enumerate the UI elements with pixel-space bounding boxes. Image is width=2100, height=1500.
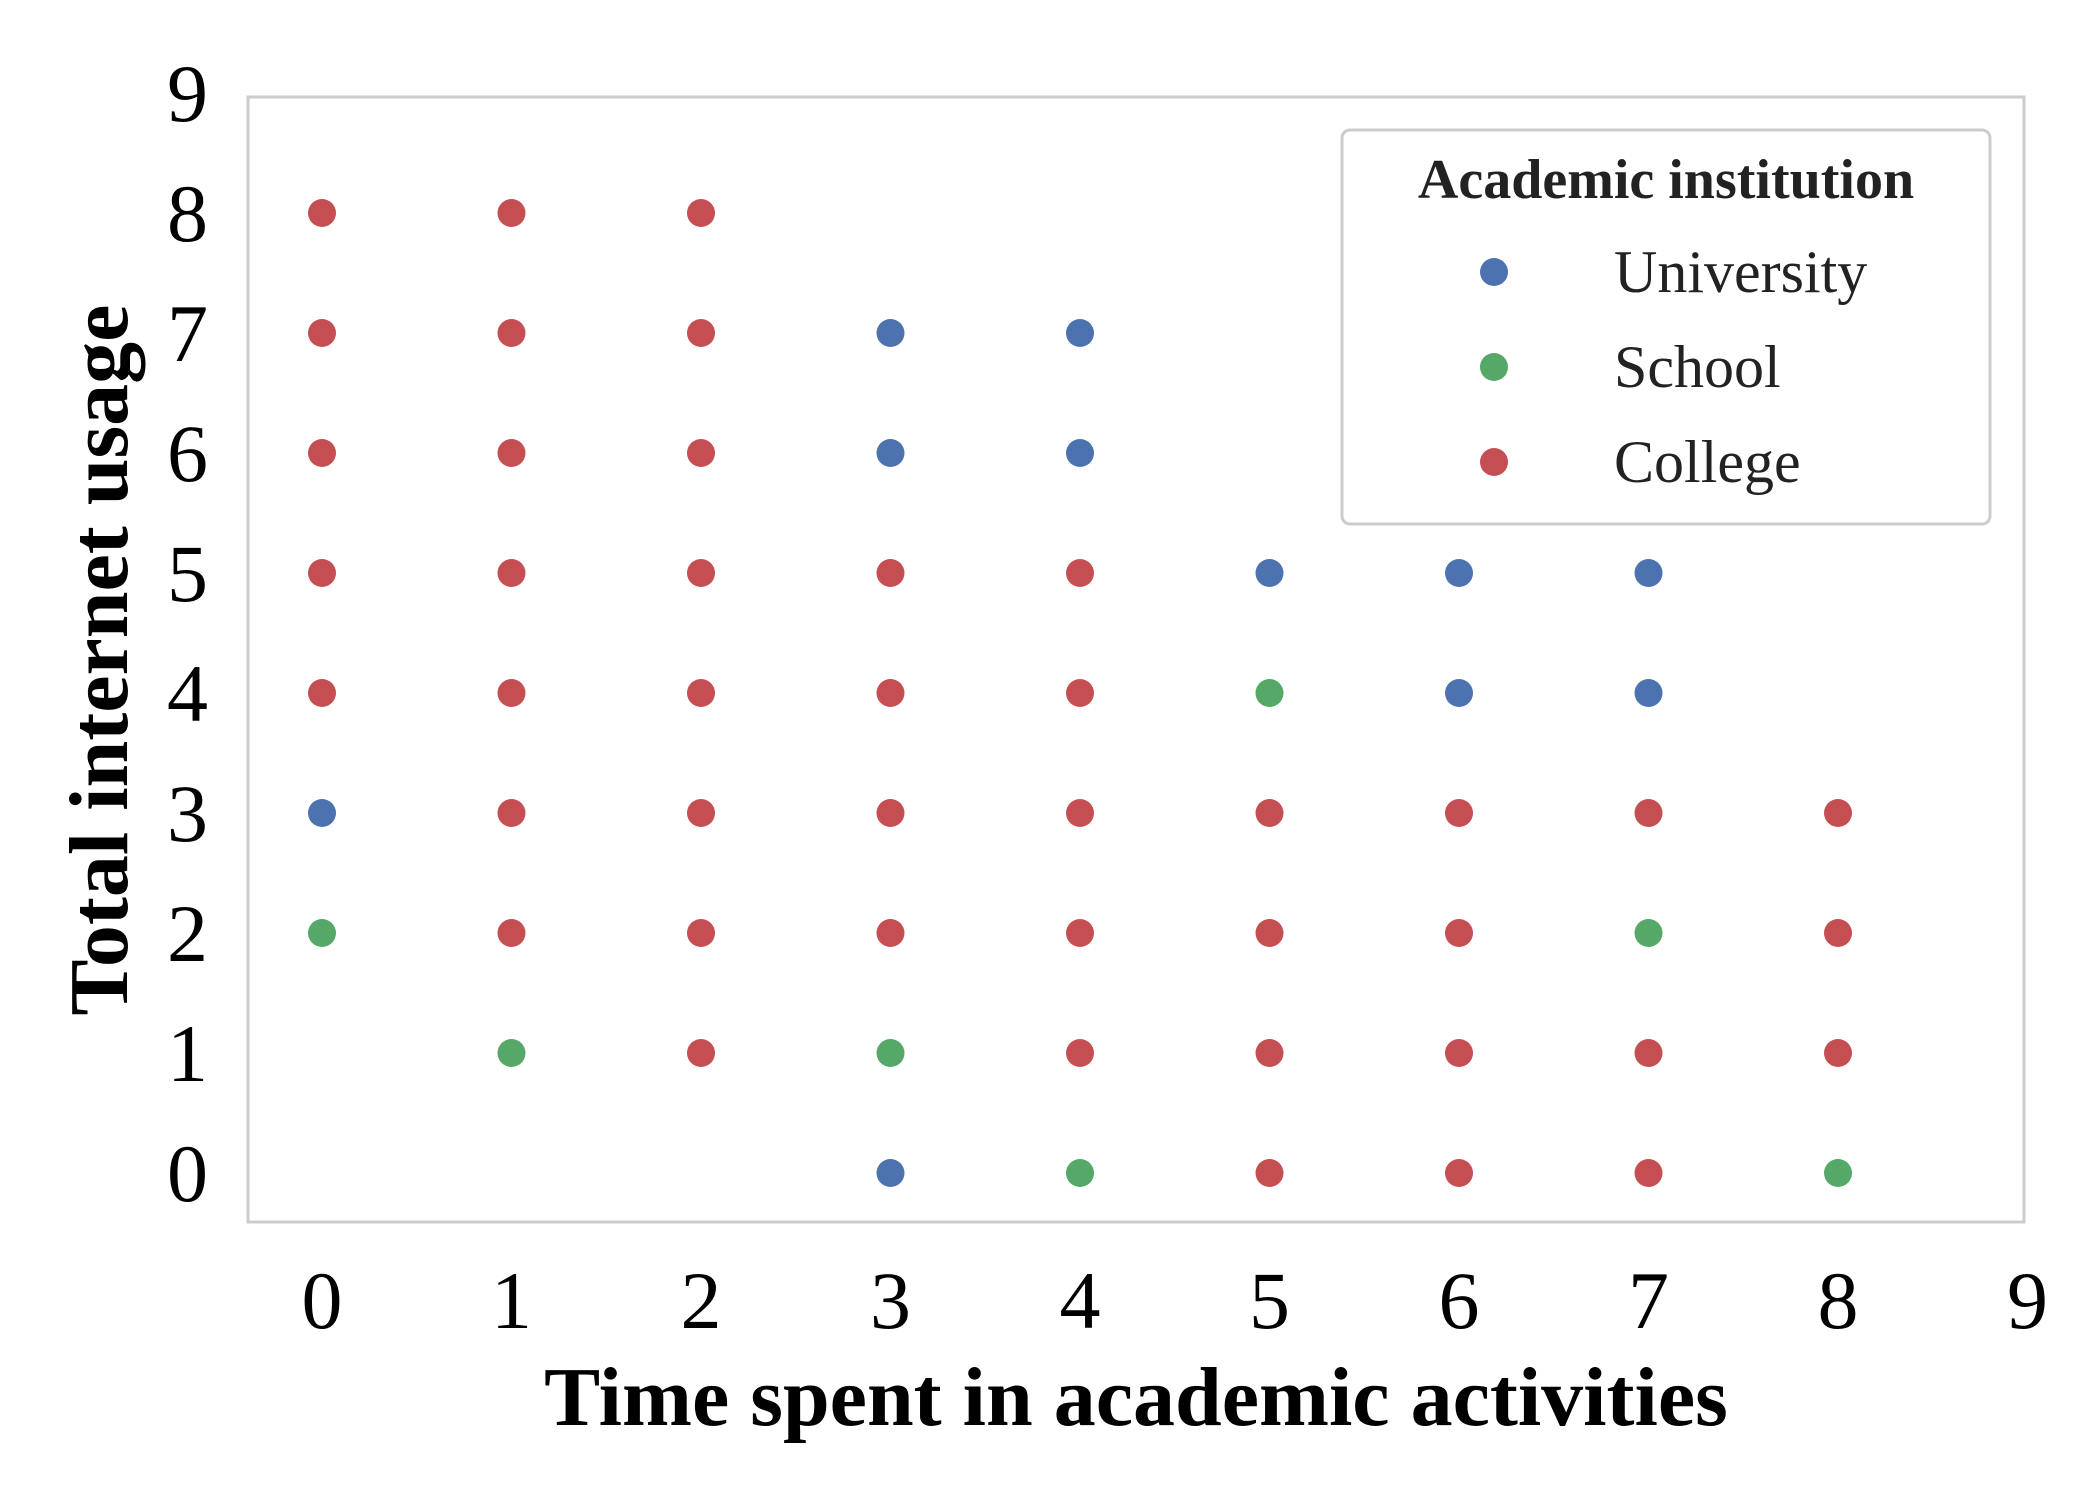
point-school bbox=[308, 919, 336, 947]
point-college bbox=[876, 679, 905, 707]
y-tick-label: 3 bbox=[167, 768, 208, 859]
x-tick-labels: 0 1 2 3 4 5 6 7 8 9 bbox=[302, 1255, 2049, 1346]
x-tick-label: 7 bbox=[1628, 1255, 1669, 1346]
x-tick-label: 3 bbox=[870, 1255, 911, 1346]
point-college bbox=[497, 199, 526, 227]
y-tick-label: 1 bbox=[167, 1008, 208, 1099]
legend-label-school: School bbox=[1614, 334, 1781, 400]
point-college bbox=[308, 319, 336, 347]
point-college bbox=[497, 559, 526, 587]
y-tick-label: 0 bbox=[167, 1128, 208, 1219]
point-college bbox=[876, 559, 905, 587]
point-college bbox=[1634, 1039, 1663, 1067]
x-tick-label: 2 bbox=[681, 1255, 722, 1346]
point-college bbox=[1066, 919, 1094, 947]
point-college bbox=[1824, 919, 1852, 947]
point-college bbox=[687, 199, 715, 227]
point-university bbox=[1445, 559, 1473, 587]
x-tick-label: 9 bbox=[2007, 1255, 2048, 1346]
point-college bbox=[1255, 1159, 1284, 1187]
legend-label-college: College bbox=[1614, 429, 1801, 495]
point-college bbox=[1824, 799, 1852, 827]
point-college bbox=[687, 679, 715, 707]
point-college bbox=[1634, 799, 1663, 827]
point-college bbox=[497, 799, 526, 827]
point-college bbox=[1066, 1039, 1094, 1067]
x-tick-label: 0 bbox=[302, 1255, 343, 1346]
legend-title: Academic institution bbox=[1418, 149, 1914, 211]
point-college bbox=[497, 919, 526, 947]
point-college bbox=[1824, 1039, 1852, 1067]
point-college bbox=[1255, 799, 1284, 827]
point-college bbox=[1445, 799, 1473, 827]
point-college bbox=[1066, 799, 1094, 827]
legend-marker-university bbox=[1480, 258, 1508, 286]
point-college bbox=[876, 919, 905, 947]
point-college bbox=[1066, 559, 1094, 587]
y-tick-label: 5 bbox=[167, 528, 208, 619]
point-college bbox=[1066, 679, 1094, 707]
point-university bbox=[876, 1159, 905, 1187]
legend-marker-school bbox=[1480, 353, 1508, 381]
legend-label-university: University bbox=[1614, 239, 1867, 305]
point-college bbox=[497, 439, 526, 467]
point-university bbox=[1255, 559, 1284, 587]
legend-box bbox=[1340, 128, 1992, 526]
point-college bbox=[1445, 1039, 1473, 1067]
point-college bbox=[308, 439, 336, 467]
x-tick-label: 8 bbox=[1818, 1255, 1859, 1346]
point-college bbox=[308, 559, 336, 587]
point-college bbox=[1255, 919, 1284, 947]
y-tick-label: 6 bbox=[167, 408, 208, 499]
point-college bbox=[687, 559, 715, 587]
point-college bbox=[687, 799, 715, 827]
point-college bbox=[687, 439, 715, 467]
y-tick-label: 4 bbox=[167, 648, 208, 739]
x-tick-label: 6 bbox=[1439, 1255, 1480, 1346]
point-university bbox=[876, 319, 905, 347]
point-school bbox=[1066, 1159, 1094, 1187]
point-university bbox=[1634, 559, 1663, 587]
legend-marker-college bbox=[1480, 448, 1508, 476]
y-tick-label: 8 bbox=[167, 168, 208, 259]
point-university bbox=[1066, 439, 1094, 467]
point-college bbox=[308, 199, 336, 227]
data-points bbox=[308, 199, 1852, 1187]
point-college bbox=[876, 799, 905, 827]
point-university bbox=[1634, 679, 1663, 707]
point-school bbox=[1255, 679, 1284, 707]
x-axis-label: Time spent in academic activities bbox=[544, 1351, 1728, 1444]
point-college bbox=[1255, 1039, 1284, 1067]
point-university bbox=[1066, 319, 1094, 347]
point-college bbox=[687, 319, 715, 347]
point-university bbox=[876, 439, 905, 467]
y-tick-labels: 0 1 2 3 4 5 6 7 8 9 bbox=[167, 48, 208, 1219]
point-school bbox=[1824, 1159, 1852, 1187]
point-college bbox=[1445, 1159, 1473, 1187]
x-tick-label: 5 bbox=[1249, 1255, 1290, 1346]
point-college bbox=[308, 679, 336, 707]
x-tick-label: 1 bbox=[491, 1255, 532, 1346]
y-tick-label: 9 bbox=[167, 48, 208, 139]
legend-items: University School College bbox=[1480, 239, 1867, 495]
y-tick-label: 2 bbox=[167, 888, 208, 979]
point-college bbox=[1445, 919, 1473, 947]
point-school bbox=[497, 1039, 526, 1067]
point-university bbox=[308, 799, 336, 827]
legend: Academic institution University School Col… bbox=[1340, 128, 1992, 526]
point-school bbox=[876, 1039, 905, 1067]
point-college bbox=[1634, 1159, 1663, 1187]
point-college bbox=[497, 319, 526, 347]
x-tick-label: 4 bbox=[1060, 1255, 1101, 1346]
y-axis-label: Total internet usage bbox=[53, 305, 146, 1016]
point-university bbox=[1445, 679, 1473, 707]
y-tick-label: 7 bbox=[167, 288, 208, 379]
point-college bbox=[687, 919, 715, 947]
point-college bbox=[687, 1039, 715, 1067]
point-college bbox=[497, 679, 526, 707]
point-school bbox=[1634, 919, 1663, 947]
